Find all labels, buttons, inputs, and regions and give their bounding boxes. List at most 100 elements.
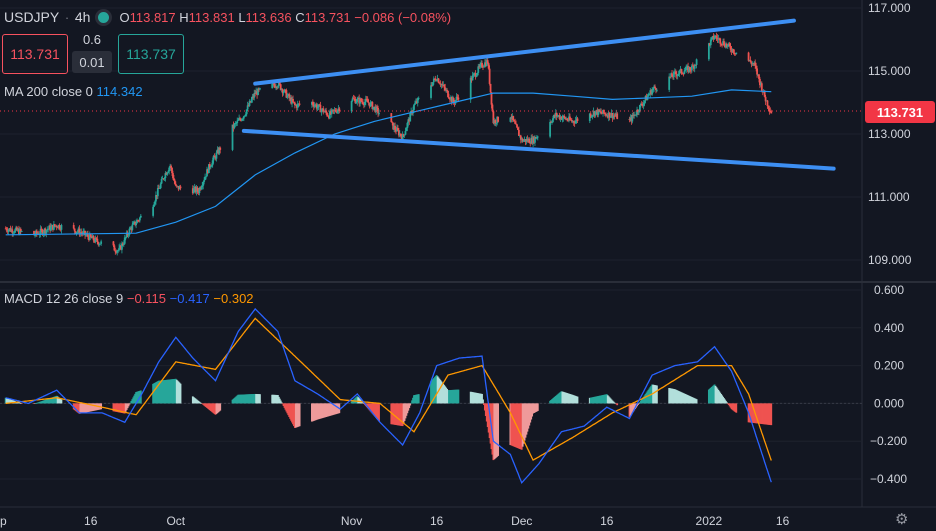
macd-hist-bar	[89, 403, 92, 412]
candle-body	[763, 90, 766, 97]
candle-body	[100, 241, 103, 244]
candle-body	[271, 83, 274, 89]
candle-body	[599, 111, 602, 113]
macd-hist-bar	[211, 403, 214, 413]
macd-hist-bar	[154, 382, 156, 404]
macd-hist-bar	[768, 403, 771, 425]
macd-hist-bar	[93, 403, 96, 411]
macd-hist-bar	[484, 403, 487, 416]
candle-body	[41, 229, 44, 235]
candle-body	[207, 169, 209, 174]
candle-body	[752, 63, 755, 65]
macd-hist-bar	[446, 388, 448, 404]
candle-body	[191, 188, 194, 194]
macd-hist-bar	[204, 403, 207, 407]
macd-hist-bar	[600, 395, 603, 404]
candle-body	[455, 96, 458, 101]
macd-hist-bar	[410, 402, 413, 404]
candle-body	[434, 79, 437, 81]
macd-hist-bar	[727, 403, 730, 405]
candle-body	[431, 82, 434, 86]
candle-body	[287, 94, 290, 96]
macd-hist-bar	[493, 403, 496, 460]
candle-body	[198, 187, 201, 193]
candle-body	[136, 220, 138, 224]
macd-hist-bar	[570, 394, 573, 404]
macd-hist-bar	[630, 403, 633, 415]
candle-body	[194, 186, 197, 193]
macd-hist-bar	[37, 402, 40, 404]
candle-body	[240, 119, 242, 121]
macd-hist-bar	[157, 380, 160, 404]
candle-body	[397, 127, 399, 131]
chart-grid	[0, 0, 936, 508]
candle-body	[495, 123, 498, 125]
candle-body	[133, 221, 136, 223]
candle-body	[606, 115, 609, 118]
interval[interactable]: 4h	[74, 9, 91, 25]
macd-hist-bar	[675, 390, 678, 404]
candle-body	[313, 105, 316, 107]
buy-button[interactable]: 113.737	[118, 34, 184, 74]
macd-hist-bar	[76, 403, 79, 413]
macd-hist-bar	[595, 396, 598, 404]
macd-hist-bar	[716, 388, 719, 404]
macd-hist-bar	[669, 388, 672, 404]
macd-hist-bar	[477, 393, 480, 404]
macd-hist-bar	[370, 403, 373, 413]
macd-hist-bar	[759, 403, 761, 424]
settings-gear-icon[interactable]: ⚙	[895, 511, 909, 528]
candle-body	[172, 173, 174, 179]
candle-body	[514, 121, 517, 124]
macd-hist-bar	[613, 402, 616, 404]
candle-body	[132, 222, 135, 225]
macd-hist-bar	[439, 380, 442, 404]
macd-hist-bar	[322, 403, 325, 418]
candle-body	[353, 98, 356, 100]
macd-hist-bar	[598, 395, 601, 404]
candle-body	[732, 49, 735, 53]
candle-body	[202, 181, 205, 186]
symbol[interactable]: USDJPY	[4, 9, 60, 25]
candle-body	[158, 188, 161, 189]
macd-hist-bar	[161, 380, 164, 404]
candle-body	[719, 38, 722, 44]
candle-body	[374, 106, 377, 113]
candle-body	[153, 204, 155, 207]
macd-hist-bar	[20, 403, 23, 404]
candle-body	[450, 97, 453, 103]
macd-hist-bar	[53, 396, 56, 404]
candle-body	[16, 227, 18, 231]
macd-hist-bar	[599, 395, 602, 404]
macd-hist-bar	[117, 403, 120, 413]
candle-body	[362, 103, 365, 105]
macd-hist-bar	[35, 402, 38, 404]
candle-body	[245, 109, 248, 115]
candle-body	[731, 49, 734, 52]
sell-button[interactable]: 113.731	[2, 34, 68, 74]
candle-body	[449, 98, 451, 100]
macd-hist-bar	[38, 401, 41, 404]
macd-hist-bar	[259, 394, 261, 404]
candle-body	[76, 231, 79, 233]
macd-hist-bar	[672, 388, 674, 404]
macd-hist-bar	[297, 403, 300, 427]
macd-hist-bar	[691, 397, 694, 404]
macd-hist-bar	[532, 403, 534, 414]
candle-body	[478, 66, 481, 68]
candle-body	[130, 227, 133, 230]
macd-label[interactable]: MACD 12 26 close 9	[4, 291, 124, 306]
candle-body	[176, 186, 179, 187]
macd-hist-bar	[49, 398, 51, 404]
macd-hist-bar	[240, 394, 242, 404]
macd-hist-bar	[312, 403, 315, 421]
macd-hist-bar	[238, 394, 241, 404]
macd-hist-bar	[554, 396, 557, 404]
ma-legend: MA 200 close 0 114.342	[4, 84, 143, 99]
macd-hist-bar	[178, 382, 181, 404]
candle-body	[679, 69, 682, 71]
macd-hist-bar	[201, 403, 204, 405]
candle-body	[336, 110, 339, 113]
ma-label[interactable]: MA 200 close 0	[4, 84, 93, 99]
